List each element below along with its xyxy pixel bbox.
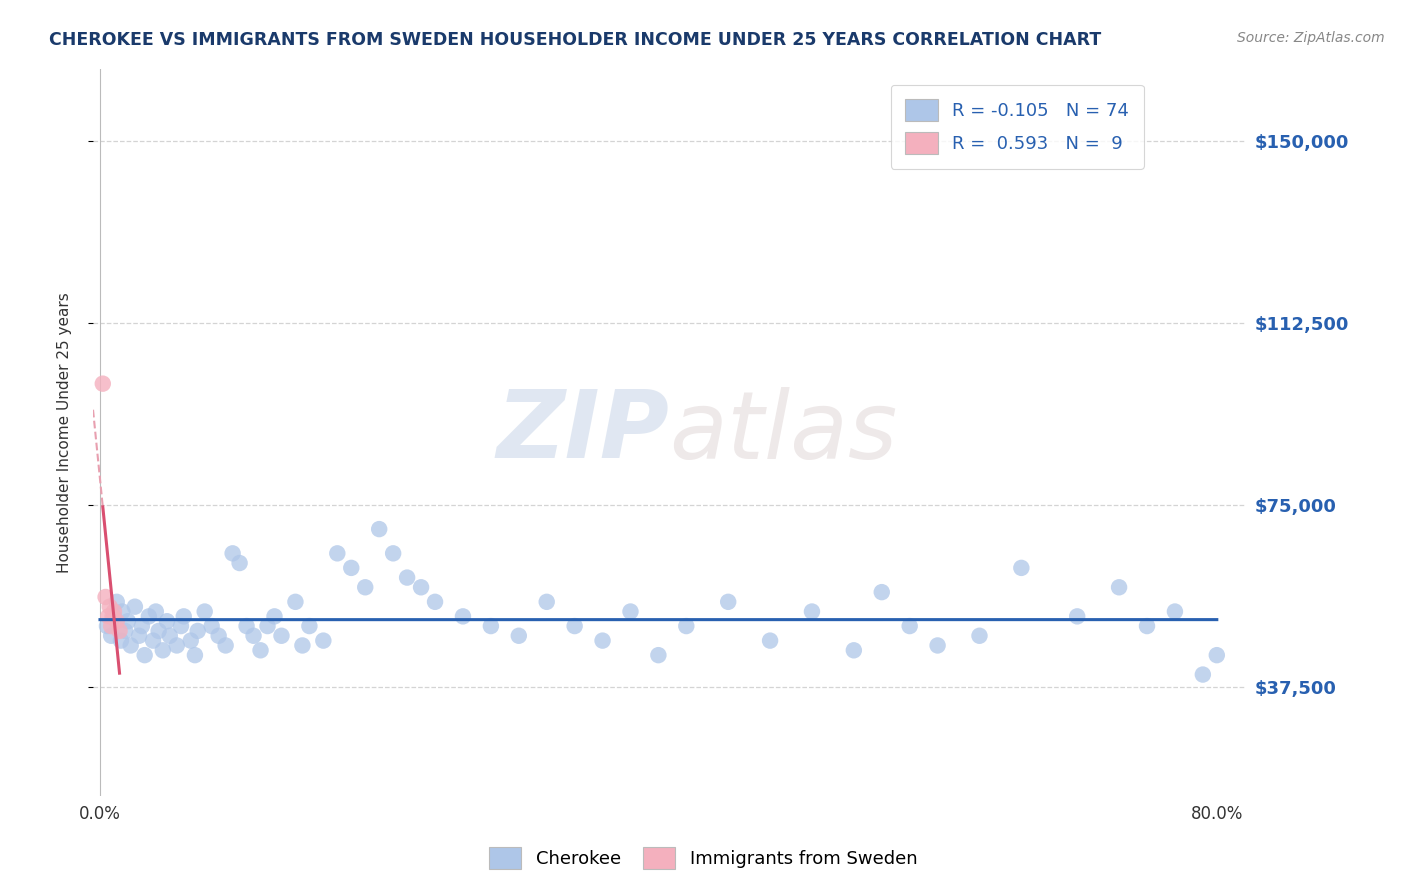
Point bbox=[152, 643, 174, 657]
Point bbox=[108, 624, 131, 638]
Point bbox=[396, 571, 419, 585]
Point bbox=[228, 556, 250, 570]
Point bbox=[138, 609, 160, 624]
Legend: R = -0.105   N = 74, R =  0.593   N =  9: R = -0.105 N = 74, R = 0.593 N = 9 bbox=[891, 85, 1143, 169]
Point bbox=[284, 595, 307, 609]
Point bbox=[145, 605, 167, 619]
Point bbox=[156, 614, 179, 628]
Point bbox=[256, 619, 278, 633]
Point bbox=[124, 599, 146, 614]
Point bbox=[94, 590, 117, 604]
Point bbox=[97, 609, 120, 624]
Point bbox=[326, 546, 349, 560]
Point bbox=[354, 580, 377, 594]
Point bbox=[105, 595, 128, 609]
Point bbox=[927, 639, 949, 653]
Text: CHEROKEE VS IMMIGRANTS FROM SWEDEN HOUSEHOLDER INCOME UNDER 25 YEARS CORRELATION: CHEROKEE VS IMMIGRANTS FROM SWEDEN HOUSE… bbox=[49, 31, 1101, 49]
Point bbox=[969, 629, 991, 643]
Text: Source: ZipAtlas.com: Source: ZipAtlas.com bbox=[1237, 31, 1385, 45]
Point bbox=[242, 629, 264, 643]
Point bbox=[800, 605, 823, 619]
Point bbox=[98, 599, 121, 614]
Point bbox=[221, 546, 243, 560]
Point bbox=[368, 522, 391, 536]
Point bbox=[201, 619, 224, 633]
Point bbox=[291, 639, 314, 653]
Point bbox=[619, 605, 641, 619]
Point bbox=[409, 580, 432, 594]
Point bbox=[128, 629, 150, 643]
Point bbox=[298, 619, 321, 633]
Text: ZIP: ZIP bbox=[496, 386, 669, 478]
Point bbox=[91, 376, 114, 391]
Point bbox=[592, 633, 614, 648]
Point bbox=[759, 633, 782, 648]
Point bbox=[103, 605, 125, 619]
Point bbox=[263, 609, 285, 624]
Point bbox=[180, 633, 202, 648]
Point bbox=[898, 619, 921, 633]
Point bbox=[117, 614, 139, 628]
Point bbox=[508, 629, 530, 643]
Point bbox=[249, 643, 271, 657]
Point bbox=[114, 624, 136, 638]
Point bbox=[148, 624, 170, 638]
Point bbox=[96, 619, 118, 633]
Point bbox=[1136, 619, 1159, 633]
Point bbox=[110, 633, 132, 648]
Point bbox=[134, 648, 156, 662]
Point bbox=[717, 595, 740, 609]
Point bbox=[184, 648, 207, 662]
Y-axis label: Householder Income Under 25 years: Householder Income Under 25 years bbox=[58, 292, 72, 573]
Text: atlas: atlas bbox=[669, 386, 897, 477]
Point bbox=[1066, 609, 1088, 624]
Point bbox=[1164, 605, 1187, 619]
Point bbox=[111, 605, 134, 619]
Point bbox=[479, 619, 502, 633]
Legend: Cherokee, Immigrants from Sweden: Cherokee, Immigrants from Sweden bbox=[482, 839, 924, 876]
Point bbox=[194, 605, 217, 619]
Point bbox=[101, 609, 124, 624]
Point bbox=[1205, 648, 1227, 662]
Point bbox=[103, 609, 125, 624]
Point bbox=[142, 633, 165, 648]
Point bbox=[423, 595, 446, 609]
Point bbox=[1010, 561, 1032, 575]
Point bbox=[536, 595, 558, 609]
Point bbox=[100, 619, 122, 633]
Point bbox=[1192, 667, 1215, 681]
Point bbox=[187, 624, 209, 638]
Point bbox=[564, 619, 586, 633]
Point bbox=[235, 619, 257, 633]
Point bbox=[842, 643, 865, 657]
Point bbox=[647, 648, 669, 662]
Point bbox=[100, 629, 122, 643]
Point bbox=[120, 639, 142, 653]
Point bbox=[675, 619, 697, 633]
Point bbox=[105, 614, 128, 628]
Point bbox=[270, 629, 292, 643]
Point bbox=[159, 629, 181, 643]
Point bbox=[131, 619, 153, 633]
Point bbox=[170, 619, 193, 633]
Point bbox=[382, 546, 405, 560]
Point bbox=[214, 639, 236, 653]
Point bbox=[870, 585, 893, 599]
Point bbox=[208, 629, 231, 643]
Point bbox=[173, 609, 195, 624]
Point bbox=[312, 633, 335, 648]
Point bbox=[166, 639, 188, 653]
Point bbox=[1108, 580, 1130, 594]
Point bbox=[340, 561, 363, 575]
Point bbox=[451, 609, 474, 624]
